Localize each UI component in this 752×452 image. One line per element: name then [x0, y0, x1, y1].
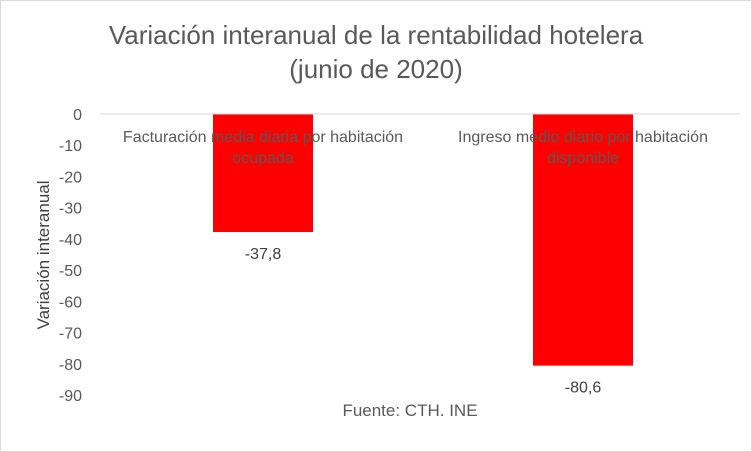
category-label: disponible: [547, 150, 619, 167]
y-tick-label: -30: [59, 201, 82, 218]
y-tick-label: -80: [59, 357, 82, 374]
y-tick-label: -70: [59, 326, 82, 343]
y-tick-label: -20: [59, 169, 82, 186]
chart-title: Variación interanual de la rentabilidad …: [0, 18, 752, 86]
y-tick-label: -90: [59, 388, 82, 405]
category-label: Ingreso medio diario por habitación: [458, 129, 708, 146]
category-label: ocupada: [232, 150, 293, 167]
data-label: -37,8: [245, 246, 282, 263]
y-tick-label: -60: [59, 294, 82, 311]
y-tick-label: -40: [59, 232, 82, 249]
bar: [213, 114, 313, 233]
chart-title-line-2: (junio de 2020): [289, 54, 463, 84]
chart-title-line-1: Variación interanual de la rentabilidad …: [108, 20, 644, 50]
source-note: Fuente: CTH. INE: [342, 401, 478, 420]
y-tick-label: 0: [73, 107, 82, 124]
category-label: Facturación media diaria por habitación: [123, 129, 403, 146]
y-tick-label: -10: [59, 138, 82, 155]
bar: [533, 114, 633, 366]
y-tick-label: -50: [59, 263, 82, 280]
data-label: -80,6: [565, 380, 602, 397]
